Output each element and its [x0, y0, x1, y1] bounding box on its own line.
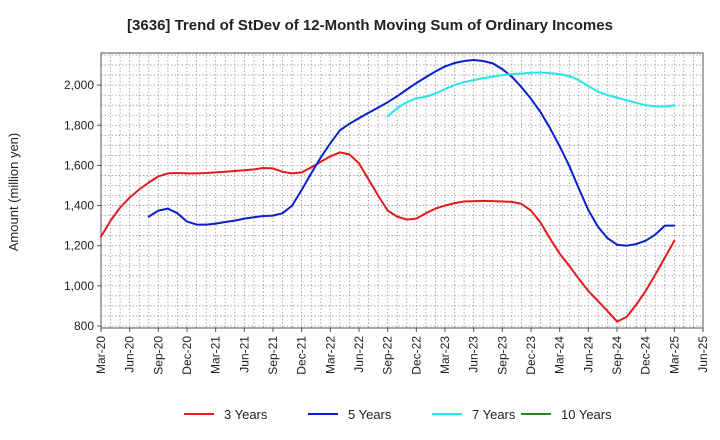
y-tick-label: 1,800 — [64, 118, 94, 132]
y-tick-label: 2,000 — [64, 78, 94, 92]
legend: 3 Years 5 Years 7 Years 10 Years — [184, 407, 612, 422]
x-tick-label: Jun-25 — [696, 336, 710, 373]
x-tick-label: Dec-23 — [524, 336, 538, 375]
y-tick-label: 1,200 — [64, 239, 94, 253]
x-tick-label: Mar-23 — [438, 336, 452, 374]
grid-lines — [100, 53, 704, 328]
x-tick-label: Mar-22 — [323, 336, 337, 374]
x-tick-label: Mar-24 — [553, 336, 567, 374]
y-tick-label: 1,000 — [64, 279, 94, 293]
plot-area — [100, 52, 704, 329]
legend-label-10-years: 10 Years — [561, 407, 612, 422]
y-axis-ticks: 800 1,000 1,200 1,400 1,600 1,800 2,000 — [64, 78, 101, 333]
x-tick-label: Sep-20 — [151, 336, 165, 375]
x-tick-label: Mar-25 — [667, 336, 681, 374]
y-tick-label: 1,400 — [64, 199, 94, 213]
y-tick-label: 800 — [74, 319, 94, 333]
x-tick-label: Jun-24 — [581, 336, 595, 373]
x-tick-label: Mar-21 — [209, 336, 223, 374]
x-tick-label: Sep-22 — [381, 336, 395, 375]
legend-label-5-years: 5 Years — [348, 407, 392, 422]
series-line-5-years — [147, 59, 676, 247]
series-line-7-years — [386, 71, 676, 118]
y-axis-label: Amount (million yen) — [6, 133, 21, 252]
x-axis-ticks: Mar-20 Jun-20 Sep-20 Dec-20 Mar-21 Jun-21 Sep-… — [94, 328, 710, 375]
y-tick-label: 1,600 — [64, 158, 94, 172]
series-lines — [100, 59, 676, 323]
x-tick-label: Jun-23 — [467, 336, 481, 373]
x-tick-label: Sep-23 — [495, 336, 509, 375]
x-tick-label: Sep-21 — [266, 336, 280, 375]
x-tick-label: Mar-20 — [94, 336, 108, 374]
chart-title: [3636] Trend of StDev of 12-Month Moving… — [127, 17, 613, 34]
x-tick-label: Jun-21 — [237, 336, 251, 373]
x-tick-label: Dec-22 — [409, 336, 423, 375]
x-tick-label: Jun-22 — [352, 336, 366, 373]
x-tick-label: Sep-24 — [610, 336, 624, 375]
x-tick-label: Jun-20 — [123, 336, 137, 373]
legend-label-7-years: 7 Years — [472, 407, 516, 422]
x-tick-label: Dec-20 — [180, 336, 194, 375]
x-tick-label: Dec-21 — [295, 336, 309, 375]
legend-label-3-years: 3 Years — [224, 407, 268, 422]
x-tick-label: Dec-24 — [639, 336, 653, 375]
series-line-3-years — [100, 151, 676, 323]
